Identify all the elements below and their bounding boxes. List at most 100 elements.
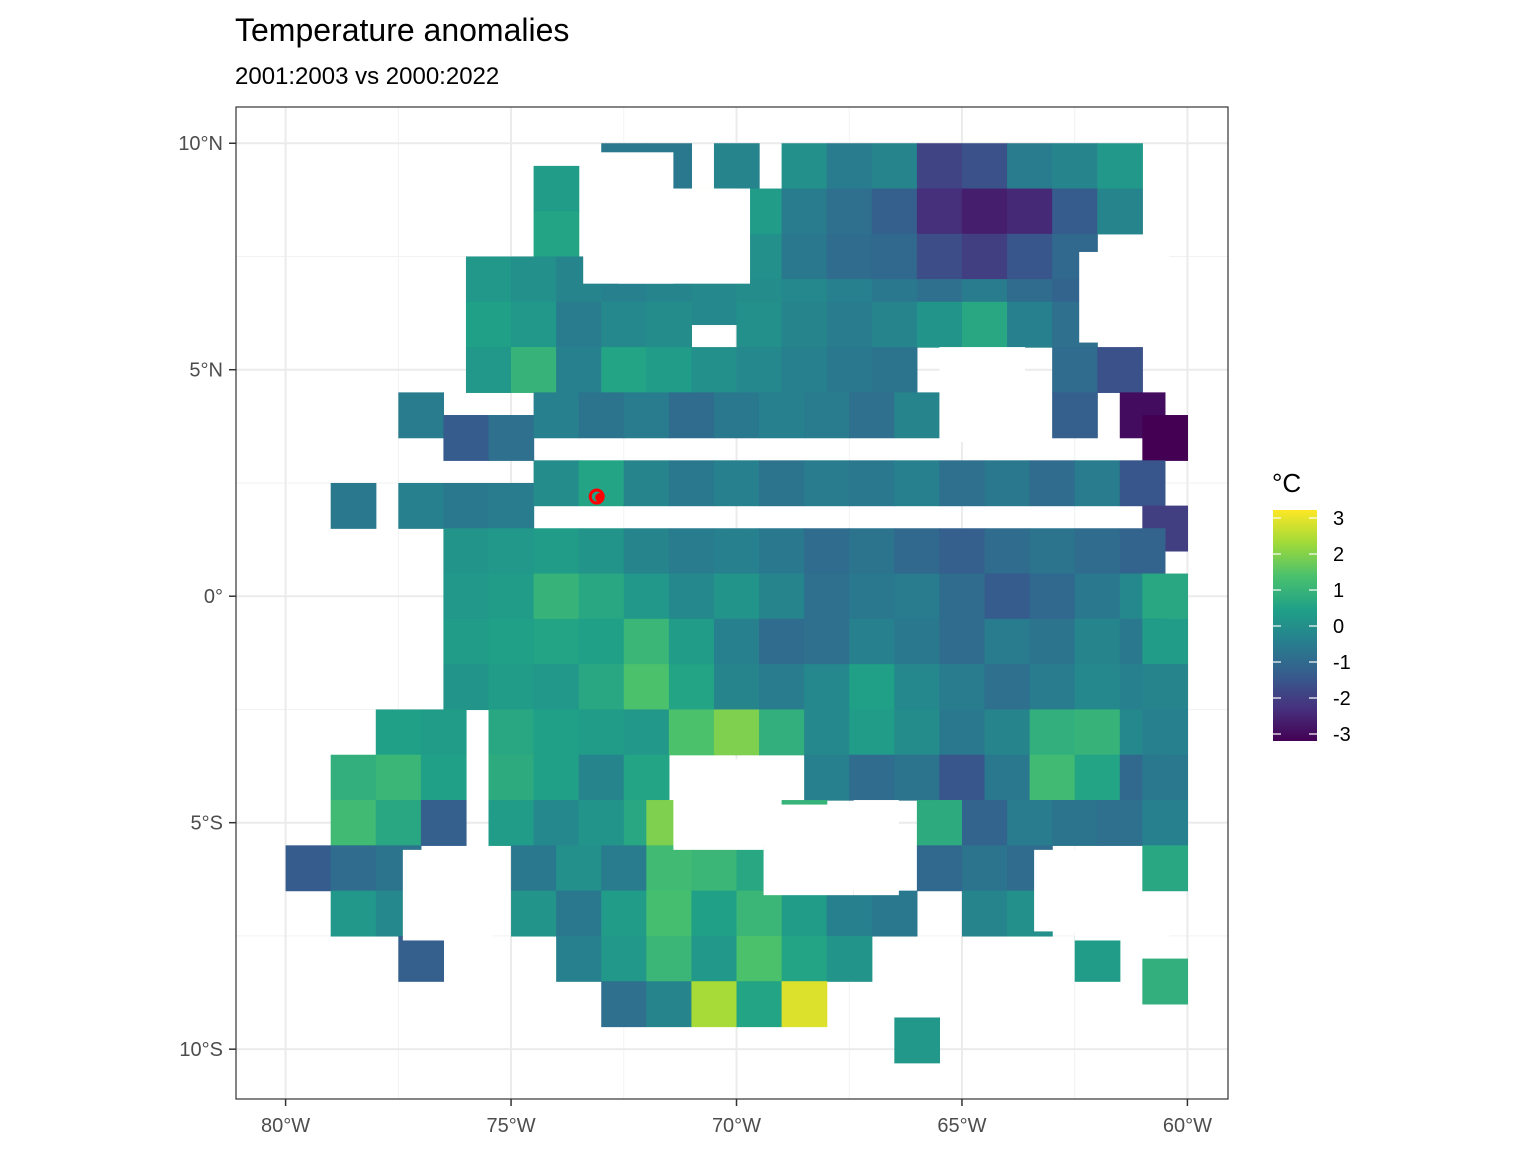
y-tick-label: 10°N bbox=[178, 133, 223, 155]
y-tick-label: 10°S bbox=[179, 1039, 223, 1061]
heatmap-cell bbox=[556, 347, 602, 393]
heatmap-cell bbox=[713, 143, 760, 190]
heatmap-cell bbox=[1074, 528, 1121, 575]
heatmap-cell bbox=[1074, 618, 1121, 665]
x-tick-label: 65°W bbox=[937, 1115, 986, 1137]
heatmap-cell bbox=[939, 460, 986, 507]
heatmap-cell bbox=[623, 709, 670, 756]
heatmap-cell bbox=[1142, 800, 1189, 846]
heatmap-cell bbox=[849, 664, 895, 711]
heatmap-cell bbox=[443, 528, 490, 575]
heatmap-cell bbox=[398, 392, 445, 439]
heatmap-cell bbox=[849, 709, 895, 756]
heatmap-cell bbox=[623, 528, 670, 575]
heatmap-cell bbox=[623, 618, 670, 665]
heatmap-cell bbox=[488, 709, 535, 756]
heatmap-cell bbox=[285, 845, 332, 892]
x-tick-label: 60°W bbox=[1163, 1115, 1212, 1137]
heatmap-cell bbox=[804, 573, 850, 620]
x-tick-label: 80°W bbox=[261, 1115, 310, 1137]
heatmap-cell bbox=[713, 709, 760, 756]
heatmap-cell bbox=[1052, 143, 1098, 190]
heatmap-cell bbox=[1142, 754, 1189, 801]
heatmap-cell bbox=[894, 392, 941, 439]
heatmap-cell bbox=[420, 800, 467, 846]
heatmap-cell bbox=[713, 573, 760, 620]
heatmap-cell bbox=[804, 528, 850, 575]
heatmap-cell bbox=[1029, 528, 1076, 575]
heatmap-cell bbox=[804, 664, 850, 711]
heatmap-cell bbox=[871, 233, 918, 280]
chart-title: Temperature anomalies bbox=[235, 12, 569, 48]
heatmap-cell bbox=[894, 618, 941, 665]
heatmap-cell bbox=[578, 754, 625, 801]
legend-title: °C bbox=[1272, 468, 1301, 498]
heatmap-cell bbox=[443, 415, 490, 461]
heatmap-cell bbox=[533, 573, 580, 620]
heatmap-cell bbox=[556, 845, 602, 892]
heatmap-cell bbox=[556, 935, 602, 982]
heatmap-cell bbox=[511, 347, 557, 393]
heatmap-cell bbox=[736, 890, 783, 937]
heatmap-cell bbox=[556, 890, 602, 937]
heatmap-cell bbox=[1007, 800, 1053, 846]
heatmap-cell bbox=[465, 256, 512, 303]
heatmap-cell bbox=[961, 143, 1008, 190]
heatmap-cell bbox=[871, 143, 918, 190]
heatmap-cell bbox=[1007, 188, 1053, 235]
heatmap-cell bbox=[691, 279, 738, 326]
missing-data-area bbox=[673, 759, 764, 850]
heatmap-cell bbox=[713, 664, 760, 711]
heatmap-cell bbox=[871, 301, 918, 348]
heatmap-cell bbox=[623, 460, 670, 507]
heatmap-cell bbox=[961, 800, 1008, 846]
heatmap-cell bbox=[533, 211, 580, 258]
heatmap-cell bbox=[781, 981, 828, 1028]
heatmap-cell bbox=[1029, 573, 1076, 620]
heatmap-cell bbox=[1052, 188, 1098, 235]
missing-data-area bbox=[1079, 251, 1170, 343]
site-point-fill bbox=[595, 493, 605, 503]
heatmap-cell bbox=[330, 482, 377, 529]
legend-ticks: 3 2 1 0 -1 -2 -3 bbox=[1273, 508, 1351, 746]
missing-data-area bbox=[853, 800, 899, 896]
heatmap-cell bbox=[533, 618, 580, 665]
heatmap-cell bbox=[601, 981, 647, 1028]
heatmap-cell bbox=[465, 301, 512, 348]
heatmap-cell bbox=[533, 528, 580, 575]
heatmap-cell bbox=[646, 301, 693, 348]
missing-data-area bbox=[1074, 895, 1170, 941]
legend-tick-label: 2 bbox=[1333, 544, 1344, 566]
heatmap-cell bbox=[488, 573, 535, 620]
heatmap-cell bbox=[1119, 460, 1166, 507]
heatmap-cell bbox=[533, 754, 580, 801]
heatmap-cell bbox=[533, 800, 580, 846]
heatmap-cell bbox=[1142, 573, 1189, 620]
heatmap-cell bbox=[578, 528, 625, 575]
heatmap-cell bbox=[984, 754, 1031, 801]
heatmap-cell bbox=[533, 460, 580, 507]
heatmap-cell bbox=[646, 347, 693, 393]
heatmap-cell bbox=[646, 890, 693, 937]
heatmap-cell bbox=[533, 165, 580, 212]
heatmap-cell bbox=[488, 415, 535, 461]
heatmap-cell bbox=[939, 573, 986, 620]
heatmap-cell bbox=[623, 664, 670, 711]
heatmap-cell bbox=[894, 528, 941, 575]
heatmap-cell bbox=[330, 754, 377, 801]
heatmap-cell bbox=[713, 392, 760, 439]
y-axis: 10°N 5°N 0° 5°S 10°S bbox=[178, 133, 236, 1061]
heatmap-cell bbox=[961, 890, 1008, 937]
heatmap-cell bbox=[804, 460, 850, 507]
missing-data-area bbox=[939, 347, 1026, 443]
heatmap-cell bbox=[668, 618, 715, 665]
heatmap-cell bbox=[849, 528, 895, 575]
heatmap-cell bbox=[511, 256, 557, 303]
heatmap-cell bbox=[984, 618, 1031, 665]
heatmap-cell bbox=[939, 754, 986, 801]
heatmap-cell bbox=[488, 528, 535, 575]
heatmap-cell bbox=[1029, 618, 1076, 665]
x-axis: 80°W 75°W 70°W 65°W 60°W bbox=[261, 1099, 1212, 1137]
heatmap-cell bbox=[646, 935, 693, 982]
